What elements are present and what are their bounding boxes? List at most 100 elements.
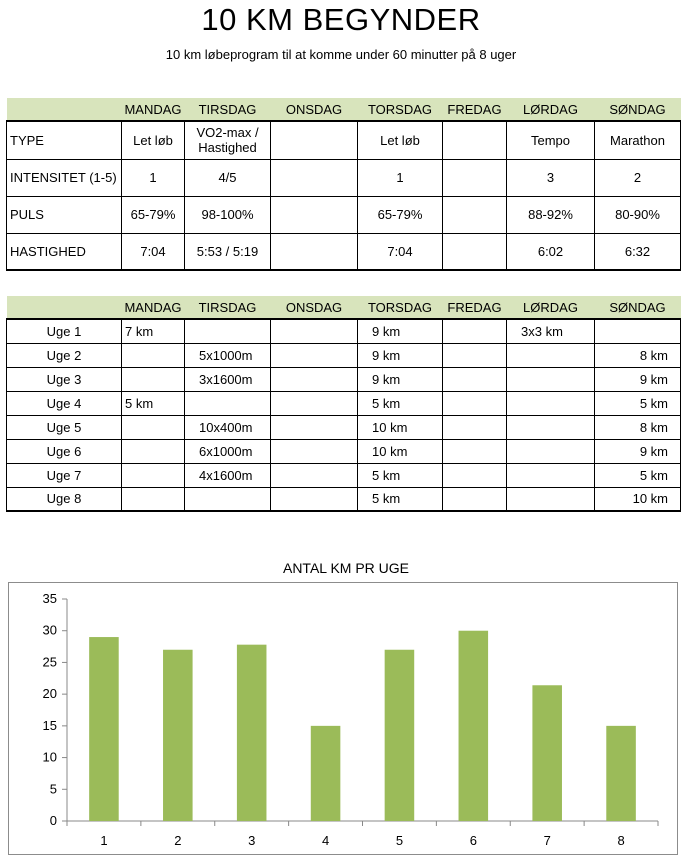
table-cell	[506, 487, 595, 512]
table-cell: 80-90%	[594, 196, 681, 234]
table-cell	[442, 391, 507, 416]
header-day: TORSDAG	[357, 296, 443, 320]
table-cell: 7 km	[121, 319, 185, 344]
y-tick-label: 0	[50, 813, 57, 828]
table-cell	[442, 233, 507, 271]
y-tick-label: 5	[50, 781, 57, 796]
header-row: MANDAG TIRSDAG ONSDAG TORSDAG FREDAG LØR…	[6, 296, 681, 320]
table-cell: 1	[357, 159, 443, 197]
week-label: Uge 1	[6, 319, 122, 344]
week-label: Uge 4	[6, 391, 122, 416]
table-cell	[270, 319, 358, 344]
page-title: 10 KM BEGYNDER	[201, 2, 481, 37]
bar	[606, 725, 636, 821]
table-cell	[506, 391, 595, 416]
table-cell: 1	[121, 159, 185, 197]
table-cell: 98-100%	[184, 196, 271, 234]
table-row: HASTIGHED 7:04 5:53 / 5:19 7:04 6:02 6:3…	[6, 233, 681, 271]
table-cell: 3	[506, 159, 595, 197]
x-tick-label: 8	[617, 833, 624, 848]
x-tick-label: 3	[248, 833, 255, 848]
table-cell: 5 km	[357, 463, 443, 488]
table-cell: 9 km	[357, 343, 443, 368]
row-label: TYPE	[6, 121, 122, 160]
table-cell: Marathon	[594, 121, 681, 160]
table-cell: 5 km	[594, 463, 681, 488]
row-label: PULS	[6, 196, 122, 234]
table-cell	[506, 367, 595, 392]
header-row: MANDAG TIRSDAG ONSDAG TORSDAG FREDAG LØR…	[6, 98, 681, 122]
bar	[384, 649, 415, 821]
bar	[310, 725, 341, 821]
bar-chart: 0 5 10 15 20 25 30 35 1 2 3 4 5 6 7 8	[43, 591, 659, 848]
table-cell: 9 km	[357, 367, 443, 392]
table-row: Uge 5 10x400m 10 km 8 km	[6, 415, 681, 440]
x-tick-label: 7	[544, 833, 551, 848]
chart-frame: 0 5 10 15 20 25 30 35 1 2 3 4 5 6 7 8	[8, 582, 678, 855]
weekly-plan-table: MANDAG TIRSDAG ONSDAG TORSDAG FREDAG LØR…	[6, 296, 681, 512]
x-tick-label: 1	[100, 833, 107, 848]
table-row: Uge 7 4x1600m 5 km 5 km	[6, 463, 681, 488]
table-cell: 9 km	[594, 439, 681, 464]
table-row: TYPE Let løb VO2-max / Hastighed Let løb…	[6, 121, 681, 160]
header-day: SØNDAG	[594, 98, 681, 122]
table-cell	[442, 319, 507, 344]
table-cell: 10 km	[357, 415, 443, 440]
header-day: ONSDAG	[270, 296, 358, 320]
table-cell: 5 km	[357, 391, 443, 416]
header-day: TIRSDAG	[184, 296, 271, 320]
table-cell: 9 km	[357, 319, 443, 344]
table-cell: 8 km	[594, 415, 681, 440]
table-cell	[184, 487, 271, 512]
table-cell	[270, 196, 358, 234]
table-cell: 7:04	[121, 233, 185, 271]
table-cell	[121, 439, 185, 464]
header-day: MANDAG	[121, 98, 185, 122]
table-cell: 5 km	[594, 391, 681, 416]
y-tick-label: 20	[43, 686, 57, 701]
table-cell	[270, 367, 358, 392]
y-tick-label: 30	[43, 623, 57, 638]
table-cell	[506, 343, 595, 368]
bar	[236, 644, 267, 821]
table-cell	[270, 439, 358, 464]
table-cell: Let løb	[357, 121, 443, 160]
table-cell	[270, 463, 358, 488]
table-cell	[270, 391, 358, 416]
table-cell	[442, 367, 507, 392]
table-cell: VO2-max / Hastighed	[184, 121, 271, 160]
bar	[163, 649, 193, 821]
table-cell	[506, 439, 595, 464]
bar	[532, 685, 562, 821]
header-day: TORSDAG	[357, 98, 443, 122]
week-label: Uge 7	[6, 463, 122, 488]
table-cell: 5 km	[357, 487, 443, 512]
table-cell: 2	[594, 159, 681, 197]
table-row: Uge 8 5 km 10 km	[6, 487, 681, 512]
header-day: ONSDAG	[270, 98, 358, 122]
header-day: LØRDAG	[506, 98, 595, 122]
table-cell	[270, 121, 358, 160]
table-cell	[442, 487, 507, 512]
table-row: Uge 6 6x1000m 10 km 9 km	[6, 439, 681, 464]
table-cell: 3x3 km	[506, 319, 595, 344]
header-day: LØRDAG	[506, 296, 595, 320]
table-cell: 5x1000m	[184, 343, 271, 368]
table-cell	[184, 319, 271, 344]
table-row: Uge 1 7 km 9 km 3x3 km	[6, 319, 681, 344]
table-cell	[442, 159, 507, 197]
table-row: Uge 4 5 km 5 km 5 km	[6, 391, 681, 416]
table-cell: 65-79%	[121, 196, 185, 234]
table-cell: 65-79%	[357, 196, 443, 234]
table-cell	[121, 343, 185, 368]
header-day: SØNDAG	[594, 296, 681, 320]
x-tick-label: 2	[174, 833, 181, 848]
bar	[458, 630, 489, 821]
page-subtitle: 10 km løbeprogram til at komme under 60 …	[165, 47, 517, 62]
table-cell	[442, 439, 507, 464]
row-label: INTENSITET (1-5)	[6, 159, 122, 197]
week-label: Uge 6	[6, 439, 122, 464]
x-tick-label: 5	[396, 833, 403, 848]
header-day: MANDAG	[121, 296, 185, 320]
table-row: PULS 65-79% 98-100% 65-79% 88-92% 80-90%	[6, 196, 681, 234]
